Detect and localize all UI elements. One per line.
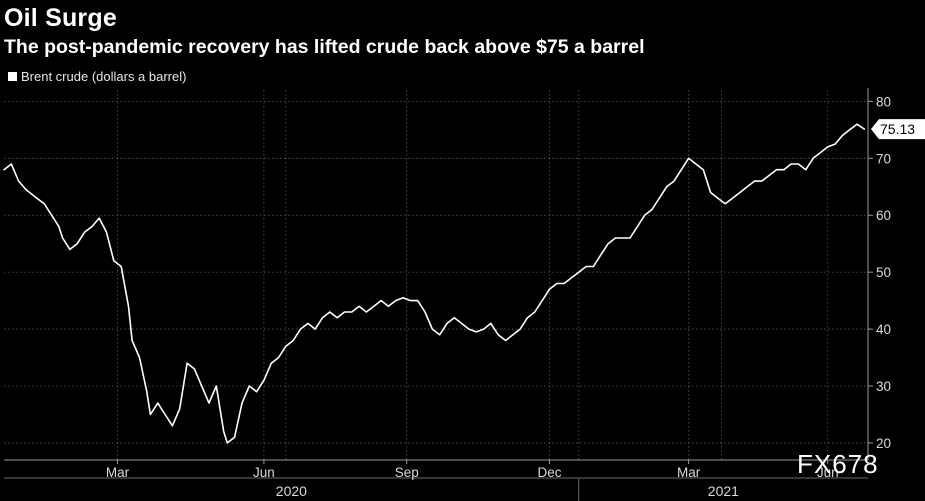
x-tick-label: Mar bbox=[106, 465, 130, 480]
x-tick-label: Dec bbox=[537, 465, 561, 480]
y-tick-label: 20 bbox=[876, 436, 891, 451]
x-tick-label: Jun bbox=[817, 465, 839, 480]
series-line-brent bbox=[3, 123, 866, 444]
legend-label: Brent crude (dollars a barrel) bbox=[21, 69, 187, 84]
y-tick-label: 70 bbox=[876, 151, 891, 166]
legend-swatch bbox=[8, 72, 17, 81]
y-tick-label: 50 bbox=[876, 265, 891, 280]
legend: Brent crude (dollars a barrel) bbox=[8, 69, 186, 84]
chart-subtitle: The post-pandemic recovery has lifted cr… bbox=[4, 36, 645, 58]
last-value-label: 75.13 bbox=[880, 121, 915, 137]
y-tick-label: 30 bbox=[876, 379, 891, 394]
x-tick-label: Sep bbox=[395, 465, 419, 480]
chart-title: Oil Surge bbox=[4, 4, 117, 32]
y-tick-label: 80 bbox=[876, 94, 891, 109]
watermark: FX678 bbox=[797, 449, 879, 479]
year-label: 2021 bbox=[708, 483, 739, 499]
year-label: 2020 bbox=[276, 483, 307, 499]
x-tick-label: Jun bbox=[253, 465, 275, 480]
last-value-badge bbox=[871, 119, 925, 140]
x-tick-label: Mar bbox=[677, 465, 701, 480]
y-tick-label: 60 bbox=[876, 208, 891, 223]
y-tick-label: 40 bbox=[876, 322, 891, 337]
